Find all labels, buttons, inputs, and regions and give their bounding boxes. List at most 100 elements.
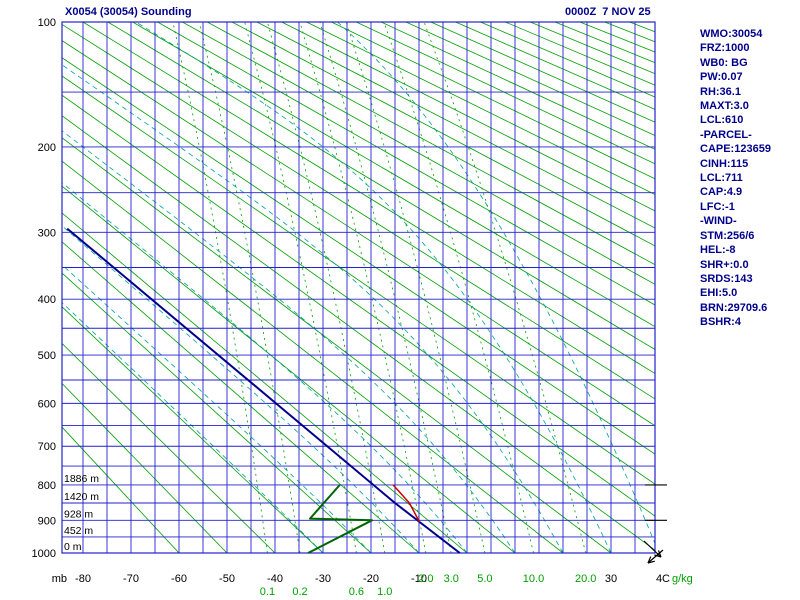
dry-adiabat-line bbox=[380, 22, 655, 150]
dry-adiabat-line bbox=[62, 212, 468, 553]
temp-tick-label: -70 bbox=[123, 573, 139, 585]
dry-adiabat-line bbox=[629, 22, 655, 33]
wind-arrowhead bbox=[654, 554, 662, 558]
dry-adiabat-line bbox=[62, 94, 655, 517]
temp-tick-label: 30 bbox=[605, 573, 617, 585]
height-label: 928 m bbox=[64, 508, 93, 520]
dry-adiabat-line bbox=[82, 22, 655, 375]
wind-arrow bbox=[647, 549, 664, 564]
stat-line: LCL:610 bbox=[700, 114, 744, 127]
pressure-tick-label: 300 bbox=[38, 227, 56, 239]
dry-adiabat-line bbox=[62, 272, 372, 553]
stat-line: HEL:-8 bbox=[700, 244, 736, 257]
chart-datetime: 0000Z 7 NOV 25 bbox=[565, 6, 651, 18]
pressure-tick-label: 700 bbox=[38, 441, 56, 453]
stat-line: WB0: BG bbox=[700, 56, 748, 69]
mixing-ratio-line bbox=[423, 22, 587, 553]
dry-adiabat-line bbox=[505, 22, 655, 86]
dry-adiabat-line bbox=[62, 115, 655, 551]
height-label: 0 m bbox=[64, 541, 82, 553]
stat-line: SRDS:143 bbox=[700, 272, 753, 285]
temp-tick-label: 4 bbox=[656, 573, 662, 585]
temp-tick-label: -20 bbox=[363, 573, 379, 585]
dry-adiabat-line bbox=[62, 382, 228, 553]
plot-frame bbox=[61, 21, 656, 554]
mixing-ratio-line bbox=[199, 22, 301, 553]
pressure-tick-label: 800 bbox=[38, 480, 56, 492]
wind-arrowhead bbox=[647, 556, 652, 564]
dry-adiabat-line bbox=[62, 342, 276, 553]
dry-adiabat-line bbox=[132, 22, 655, 328]
moist-adiabat-line bbox=[62, 264, 372, 553]
height-label: 452 m bbox=[64, 525, 93, 537]
mixing-ratio-label: 0.6 bbox=[349, 586, 364, 598]
stat-line: -WIND- bbox=[700, 215, 737, 228]
moist-adiabat-line bbox=[135, 22, 612, 553]
dry-adiabat-line bbox=[231, 22, 655, 247]
stat-line: CAP:4.9 bbox=[700, 186, 743, 199]
temp-tick-label: -10 bbox=[411, 573, 427, 585]
stat-line: RH:36.1 bbox=[700, 85, 741, 98]
mixing-ratio-label: 10.0 bbox=[523, 573, 544, 585]
temp-unit-label: C bbox=[662, 573, 670, 585]
stat-line: CAPE:123659 bbox=[700, 143, 771, 156]
dry-adiabat-line bbox=[430, 22, 655, 123]
field-lines-group bbox=[62, 22, 655, 553]
stat-line: PW:0.07 bbox=[700, 71, 743, 84]
mixing-ratio-line bbox=[345, 22, 486, 553]
stat-line: CINH:115 bbox=[700, 157, 749, 170]
mixing-ratio-line bbox=[319, 22, 452, 553]
pressure-tick-label: 200 bbox=[38, 142, 56, 154]
dry-adiabat-line bbox=[331, 22, 655, 180]
dry-adiabat-line bbox=[182, 22, 655, 285]
dry-adiabat-line bbox=[62, 426, 180, 553]
mixing-ratio-label: 0.2 bbox=[292, 586, 307, 598]
stat-line: LFC:-1 bbox=[700, 200, 735, 213]
mixing-ratio-label: 20.0 bbox=[575, 573, 596, 585]
mixing-ratio-label: 0.1 bbox=[260, 586, 275, 598]
dry-adiabat-line bbox=[62, 23, 655, 400]
temperature-trace bbox=[66, 227, 461, 554]
pressure-tick-label: 1000 bbox=[32, 548, 56, 560]
dry-adiabat-line bbox=[256, 22, 655, 229]
stat-line: MAXT:3.0 bbox=[700, 100, 749, 113]
mixing-ratio-label: 1.0 bbox=[377, 586, 392, 598]
mixing-unit-label: g/kg bbox=[672, 573, 693, 585]
temp-tick-label: -40 bbox=[267, 573, 283, 585]
dry-adiabat-line bbox=[107, 22, 655, 350]
stat-line: WMO:30054 bbox=[700, 28, 763, 40]
dry-adiabat-line bbox=[405, 22, 655, 136]
dry-adiabat-line bbox=[281, 22, 655, 212]
dry-adiabat-line bbox=[306, 22, 655, 195]
dewpoint-trace bbox=[307, 484, 373, 554]
temp-tick-label: -80 bbox=[75, 573, 91, 585]
stat-line: STM:256/6 bbox=[700, 229, 755, 242]
dry-adiabat-line bbox=[554, 22, 655, 64]
temp-tick-label: -30 bbox=[315, 573, 331, 585]
mixing-ratio-line bbox=[299, 22, 427, 553]
pressure-unit-label: mb bbox=[52, 573, 67, 585]
mixing-ratio-label: 3.0 bbox=[444, 573, 459, 585]
dry-adiabat-line bbox=[157, 22, 655, 306]
dry-adiabat-line bbox=[530, 22, 655, 75]
dry-adiabat-line bbox=[62, 241, 420, 553]
height-label: 1420 m bbox=[64, 491, 99, 503]
dry-adiabat-line bbox=[62, 137, 612, 553]
sounding-plot: 100 200 300 400 500 600 700 800 900 1000 mb -80 -70 -… bbox=[32, 17, 693, 598]
height-label: 1886 m bbox=[64, 473, 99, 485]
moist-adiabat-line bbox=[62, 225, 420, 553]
dry-adiabat-line bbox=[62, 57, 655, 455]
dry-adiabat-line bbox=[62, 185, 516, 553]
stat-line: FRZ:1000 bbox=[700, 42, 750, 55]
stat-line: BRN:29709.6 bbox=[700, 301, 768, 314]
pressure-tick-label: 400 bbox=[38, 294, 56, 306]
chart-title: X0054 (30054) Sounding bbox=[65, 6, 192, 18]
stat-line: EHI:5.0 bbox=[700, 287, 738, 300]
stat-line: SHR+:0.0 bbox=[700, 258, 749, 271]
dry-adiabat-line bbox=[356, 22, 655, 165]
dry-adiabat-line bbox=[455, 22, 655, 110]
mixing-ratio-label: 5.0 bbox=[477, 573, 492, 585]
temp-tick-label: -50 bbox=[219, 573, 235, 585]
stat-line: LCL:711 bbox=[700, 172, 743, 185]
